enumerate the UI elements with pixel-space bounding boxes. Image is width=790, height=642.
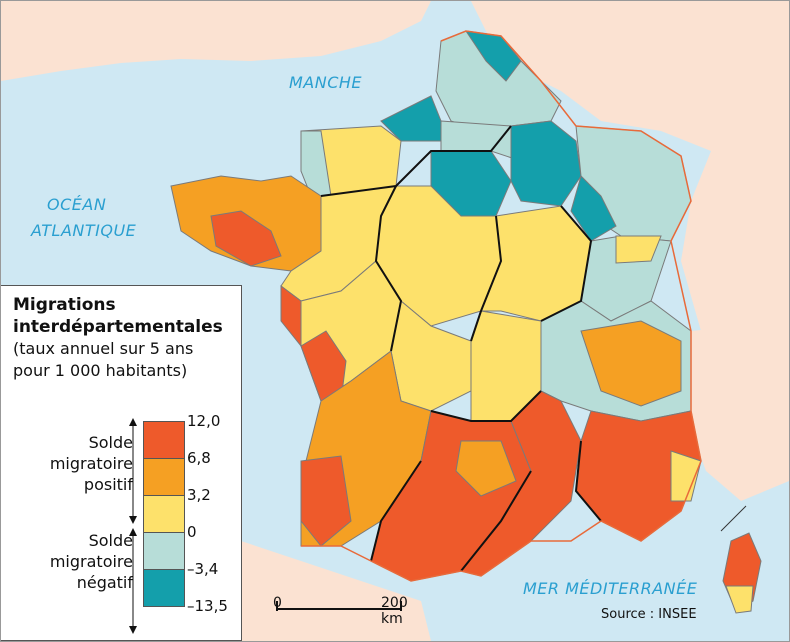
legend-tick-2: 6,8 [187, 449, 211, 467]
legend-negative-line1: Solde [88, 531, 133, 550]
legend-negative-label: Solde migratoire négatif [50, 530, 133, 593]
corsica-inset-line [720, 505, 747, 532]
scale-bar [276, 601, 402, 611]
legend-tick-1: 12,0 [187, 412, 221, 430]
legend-positive-line3: positif [83, 475, 133, 494]
map-legend: Migrations interdépartementales (taux an… [1, 285, 242, 641]
legend-swatch-3 [143, 495, 185, 533]
legend-swatch-4 [143, 532, 185, 570]
dept-finistere [210, 210, 282, 267]
italy-land [691, 321, 789, 501]
label-ocean-line1: OCÉAN [47, 195, 107, 214]
legend-tick-6: –13,5 [187, 597, 228, 615]
legend-title-line1: Migrations [13, 295, 116, 315]
dept-landes [300, 455, 352, 547]
legend-swatch-2 [143, 458, 185, 496]
france-outline [301, 30, 702, 582]
spain-land [241, 541, 431, 641]
region-champagne [510, 120, 582, 207]
label-manche: MANCHE [289, 73, 363, 92]
legend-title: Migrations interdépartementales [13, 294, 223, 338]
dept-alpes-maritimes [670, 450, 702, 502]
legend-tick-4: 0 [187, 523, 197, 541]
dept-aveyron [455, 440, 517, 497]
france-regions [170, 30, 762, 614]
legend-positive-line2: migratoire [49, 454, 133, 473]
regional-borders [320, 125, 602, 572]
dept-corse-sud [725, 585, 754, 614]
legend-swatch-5 [143, 569, 185, 607]
label-mediterranee: MER MÉDITERRANÉE [523, 579, 698, 598]
legend-tick-5: –3,4 [187, 560, 219, 578]
legend-positive-line1: Solde [88, 433, 133, 452]
legend-negative-line3: négatif [76, 573, 133, 592]
legend-subtitle-line1: (taux annuel sur 5 ans [13, 339, 194, 358]
source-note: Source : INSEE [601, 607, 697, 622]
legend-subtitle: (taux annuel sur 5 ans pour 1 000 habita… [13, 338, 193, 382]
legend-negative-line2: migratoire [49, 552, 133, 571]
legend-tick-3: 3,2 [187, 486, 211, 504]
legend-swatch-1 [143, 421, 185, 459]
england-land [1, 1, 431, 81]
scale-start-label: 0 [273, 595, 282, 611]
belgium-germany-land [471, 1, 789, 381]
dept-territoire [615, 235, 662, 264]
legend-positive-label: Solde migratoire positif [50, 432, 133, 495]
label-ocean-line2: ATLANTIQUE [31, 221, 137, 240]
legend-arrows [129, 418, 137, 634]
dept-vosges [570, 175, 617, 242]
legend-subtitle-line2: pour 1 000 habitants) [13, 361, 188, 380]
dept-haute-savoie [580, 320, 682, 407]
legend-title-line2: interdépartementales [13, 317, 223, 337]
dept-charente-maritime [300, 330, 347, 402]
scale-end-label: 200 km [381, 595, 408, 627]
